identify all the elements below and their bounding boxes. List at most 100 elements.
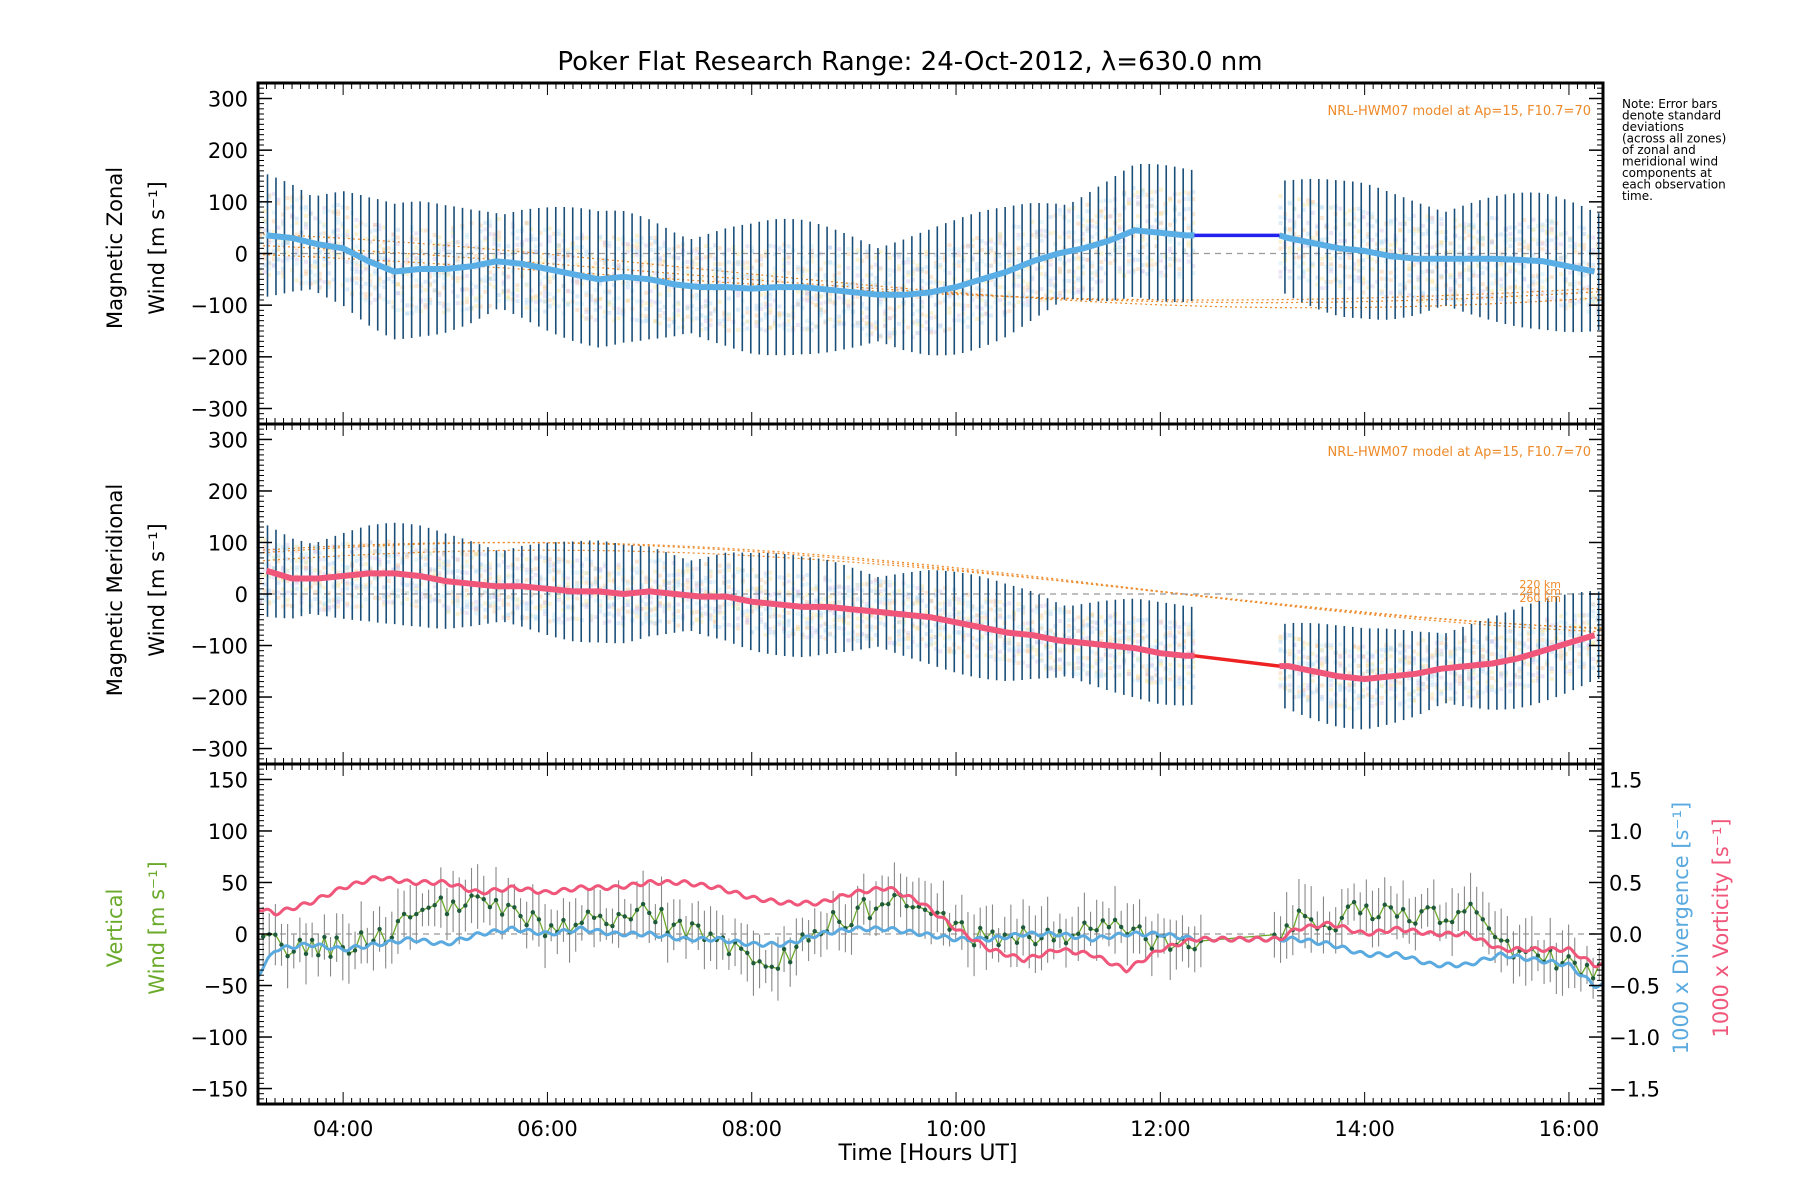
zone-sample bbox=[317, 590, 322, 595]
zone-sample bbox=[667, 274, 672, 279]
zone-sample bbox=[533, 299, 538, 304]
zone-sample bbox=[933, 278, 938, 283]
zone-sample bbox=[1076, 278, 1081, 283]
zone-sample bbox=[598, 235, 603, 240]
zone-sample bbox=[294, 252, 299, 257]
zone-sample bbox=[428, 274, 433, 279]
zone-sample bbox=[281, 242, 286, 247]
zone-sample bbox=[1306, 198, 1311, 203]
zone-sample bbox=[1522, 265, 1527, 270]
zone-sample bbox=[354, 586, 359, 591]
zone-sample bbox=[657, 255, 662, 260]
zone-sample bbox=[942, 268, 947, 273]
zone-sample bbox=[625, 250, 630, 255]
zone-sample bbox=[699, 579, 704, 584]
zone-sample bbox=[322, 222, 327, 227]
zone-sample bbox=[855, 582, 860, 587]
zone-sample bbox=[970, 604, 975, 609]
zone-sample bbox=[878, 333, 883, 338]
zone-sample bbox=[547, 565, 552, 570]
zone-sample bbox=[814, 302, 819, 307]
zone-sample bbox=[759, 292, 764, 297]
zone-sample bbox=[1361, 290, 1366, 295]
zone-sample bbox=[745, 326, 750, 331]
zone-sample bbox=[919, 299, 924, 304]
zone-sample bbox=[736, 626, 741, 631]
zone-sample bbox=[377, 562, 382, 567]
zone-sample bbox=[538, 255, 543, 260]
zone-sample bbox=[1480, 237, 1485, 242]
zone-sample bbox=[538, 576, 543, 581]
zone-sample bbox=[860, 599, 865, 604]
zone-sample bbox=[382, 240, 387, 245]
zone-sample bbox=[795, 265, 800, 270]
zone-sample bbox=[1370, 214, 1375, 219]
zone-sample bbox=[598, 237, 603, 242]
zone-sample bbox=[405, 583, 410, 588]
zone-sample bbox=[547, 253, 552, 258]
zone-sample bbox=[1549, 290, 1554, 295]
zone-sample bbox=[423, 556, 428, 561]
zone-sample bbox=[304, 259, 309, 264]
zone-sample bbox=[377, 546, 382, 551]
zone-sample bbox=[910, 601, 915, 606]
zone-sample bbox=[956, 302, 961, 307]
zone-sample bbox=[828, 585, 833, 590]
zone-sample bbox=[533, 556, 538, 561]
zone-sample bbox=[1131, 268, 1136, 273]
zone-sample bbox=[1048, 262, 1053, 267]
zone-sample bbox=[828, 608, 833, 613]
zone-sample bbox=[529, 236, 534, 241]
zone-sample bbox=[832, 617, 837, 622]
zone-sample bbox=[354, 260, 359, 265]
zone-sample bbox=[975, 294, 980, 299]
zone-sample bbox=[547, 601, 552, 606]
zone-sample bbox=[1136, 267, 1141, 272]
zone-sample bbox=[368, 279, 373, 284]
zone-sample bbox=[639, 583, 644, 588]
zone-sample bbox=[662, 579, 667, 584]
zone-sample bbox=[924, 281, 929, 286]
zone-sample bbox=[869, 627, 874, 632]
zone-sample bbox=[713, 261, 718, 266]
zone-sample bbox=[1425, 277, 1430, 282]
zone-sample bbox=[970, 607, 975, 612]
zone-sample bbox=[487, 232, 492, 237]
zone-sample bbox=[860, 326, 865, 331]
zone-sample bbox=[1439, 243, 1444, 248]
zone-sample bbox=[524, 221, 529, 226]
zone-sample bbox=[809, 243, 814, 248]
zone-sample bbox=[336, 203, 341, 208]
zone-sample bbox=[1057, 256, 1062, 261]
zone-sample bbox=[313, 545, 318, 550]
zone-sample bbox=[924, 254, 929, 259]
zone-sample bbox=[726, 564, 731, 569]
zone-sample bbox=[860, 278, 865, 283]
zone-sample bbox=[1352, 224, 1357, 229]
zone-sample bbox=[1535, 223, 1540, 228]
zone-sample bbox=[483, 289, 488, 294]
zone-sample bbox=[929, 315, 934, 320]
zone-sample bbox=[897, 321, 902, 326]
zone-sample bbox=[910, 624, 915, 629]
zone-sample bbox=[965, 632, 970, 637]
zone-sample bbox=[947, 306, 952, 311]
zone-sample bbox=[1296, 197, 1301, 202]
zone-sample bbox=[598, 569, 603, 574]
zone-sample bbox=[1577, 262, 1582, 267]
zone-sample bbox=[915, 322, 920, 327]
zone-sample bbox=[956, 624, 961, 629]
zone-sample bbox=[345, 234, 350, 239]
zone-sample bbox=[800, 632, 805, 637]
zone-sample bbox=[1338, 280, 1343, 285]
zone-sample bbox=[340, 205, 345, 210]
zone-sample bbox=[432, 569, 437, 574]
zone-sample bbox=[437, 301, 442, 306]
zone-sample bbox=[933, 260, 938, 265]
zone-sample bbox=[685, 577, 690, 582]
zone-sample bbox=[478, 244, 483, 249]
zone-sample bbox=[552, 568, 557, 573]
zone-sample bbox=[313, 581, 318, 586]
zone-sample bbox=[340, 570, 345, 575]
